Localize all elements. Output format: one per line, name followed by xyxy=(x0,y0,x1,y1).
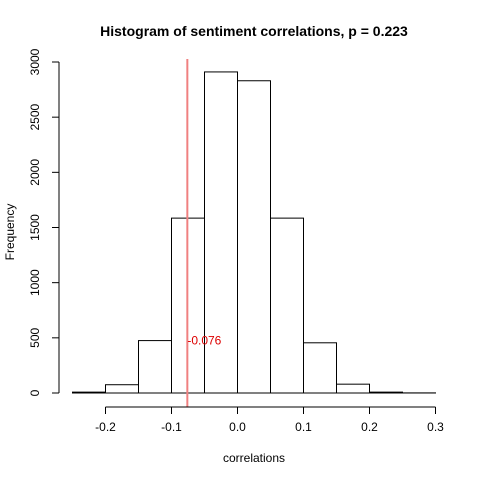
x-tick-label: -0.2 xyxy=(95,420,116,434)
x-tick-label: 0.1 xyxy=(295,420,312,434)
histogram-bar xyxy=(369,391,403,394)
histogram-bar xyxy=(336,383,370,394)
y-axis: 0 500 1000 1500 2000 2500 3000 xyxy=(28,48,60,396)
x-tick-label: 0.2 xyxy=(361,420,378,434)
y-tick-label: 2500 xyxy=(28,103,42,130)
reference-line-label: -0.076 xyxy=(187,334,221,348)
histogram-bar xyxy=(138,340,172,394)
y-tick-label: 3000 xyxy=(28,48,42,75)
y-axis-label: Frequency xyxy=(3,204,17,261)
x-tick-label: -0.1 xyxy=(161,420,182,434)
y-tick-label: 500 xyxy=(28,328,42,348)
histogram-bar xyxy=(237,80,271,394)
histogram-bar xyxy=(105,384,139,394)
y-tick-label: 1000 xyxy=(28,269,42,296)
y-tick-label: 0 xyxy=(28,389,42,396)
histogram-bar xyxy=(72,391,106,394)
x-axis-label: correlations xyxy=(223,451,285,465)
x-axis: -0.2 -0.1 0.0 0.1 0.2 0.3 xyxy=(95,406,444,434)
histogram-bar xyxy=(270,217,304,394)
y-tick-label: 2000 xyxy=(28,159,42,186)
x-tick-label: 0.3 xyxy=(427,420,444,434)
y-tick-label: 1500 xyxy=(28,214,42,241)
histogram-bar xyxy=(204,71,238,394)
histogram-bar xyxy=(303,342,337,394)
bars xyxy=(72,71,436,394)
reference-line-group: -0.076 xyxy=(186,59,222,407)
x-tick-label: 0.0 xyxy=(229,420,246,434)
chart-title: Histogram of sentiment correlations, p =… xyxy=(100,23,408,39)
